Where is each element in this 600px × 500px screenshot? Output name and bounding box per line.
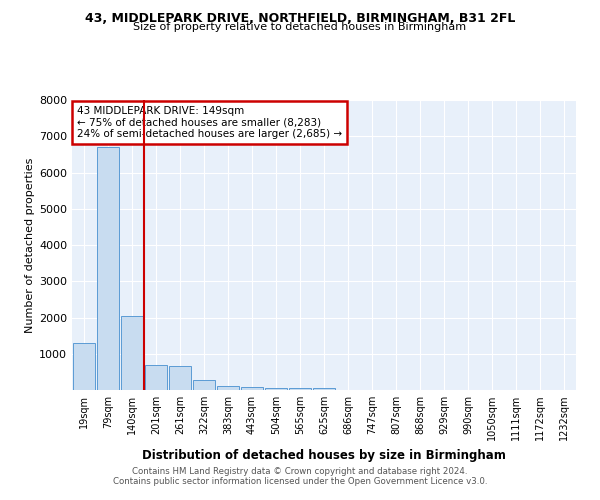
Bar (121, 316, 143, 390)
Text: Contains HM Land Registry data © Crown copyright and database right 2024.: Contains HM Land Registry data © Crown c… (132, 467, 468, 476)
Bar (313, 388, 335, 390)
Y-axis label: Number of detached properties: Number of detached properties (25, 158, 35, 332)
Text: Size of property relative to detached houses in Birmingham: Size of property relative to detached ho… (133, 22, 467, 32)
Bar (145, 366, 167, 390)
Bar (169, 366, 191, 390)
Text: 43, MIDDLEPARK DRIVE, NORTHFIELD, BIRMINGHAM, B31 2FL: 43, MIDDLEPARK DRIVE, NORTHFIELD, BIRMIN… (85, 12, 515, 26)
Text: Contains public sector information licensed under the Open Government Licence v3: Contains public sector information licen… (113, 477, 487, 486)
Bar (241, 387, 263, 390)
X-axis label: Distribution of detached houses by size in Birmingham: Distribution of detached houses by size … (142, 448, 506, 462)
Bar (289, 388, 311, 390)
Bar (193, 380, 215, 390)
Text: 43 MIDDLEPARK DRIVE: 149sqm
← 75% of detached houses are smaller (8,283)
24% of : 43 MIDDLEPARK DRIVE: 149sqm ← 75% of det… (77, 106, 342, 139)
Bar (97, 147, 119, 390)
Bar (217, 386, 239, 390)
Bar (265, 388, 287, 390)
Bar (73, 343, 95, 390)
